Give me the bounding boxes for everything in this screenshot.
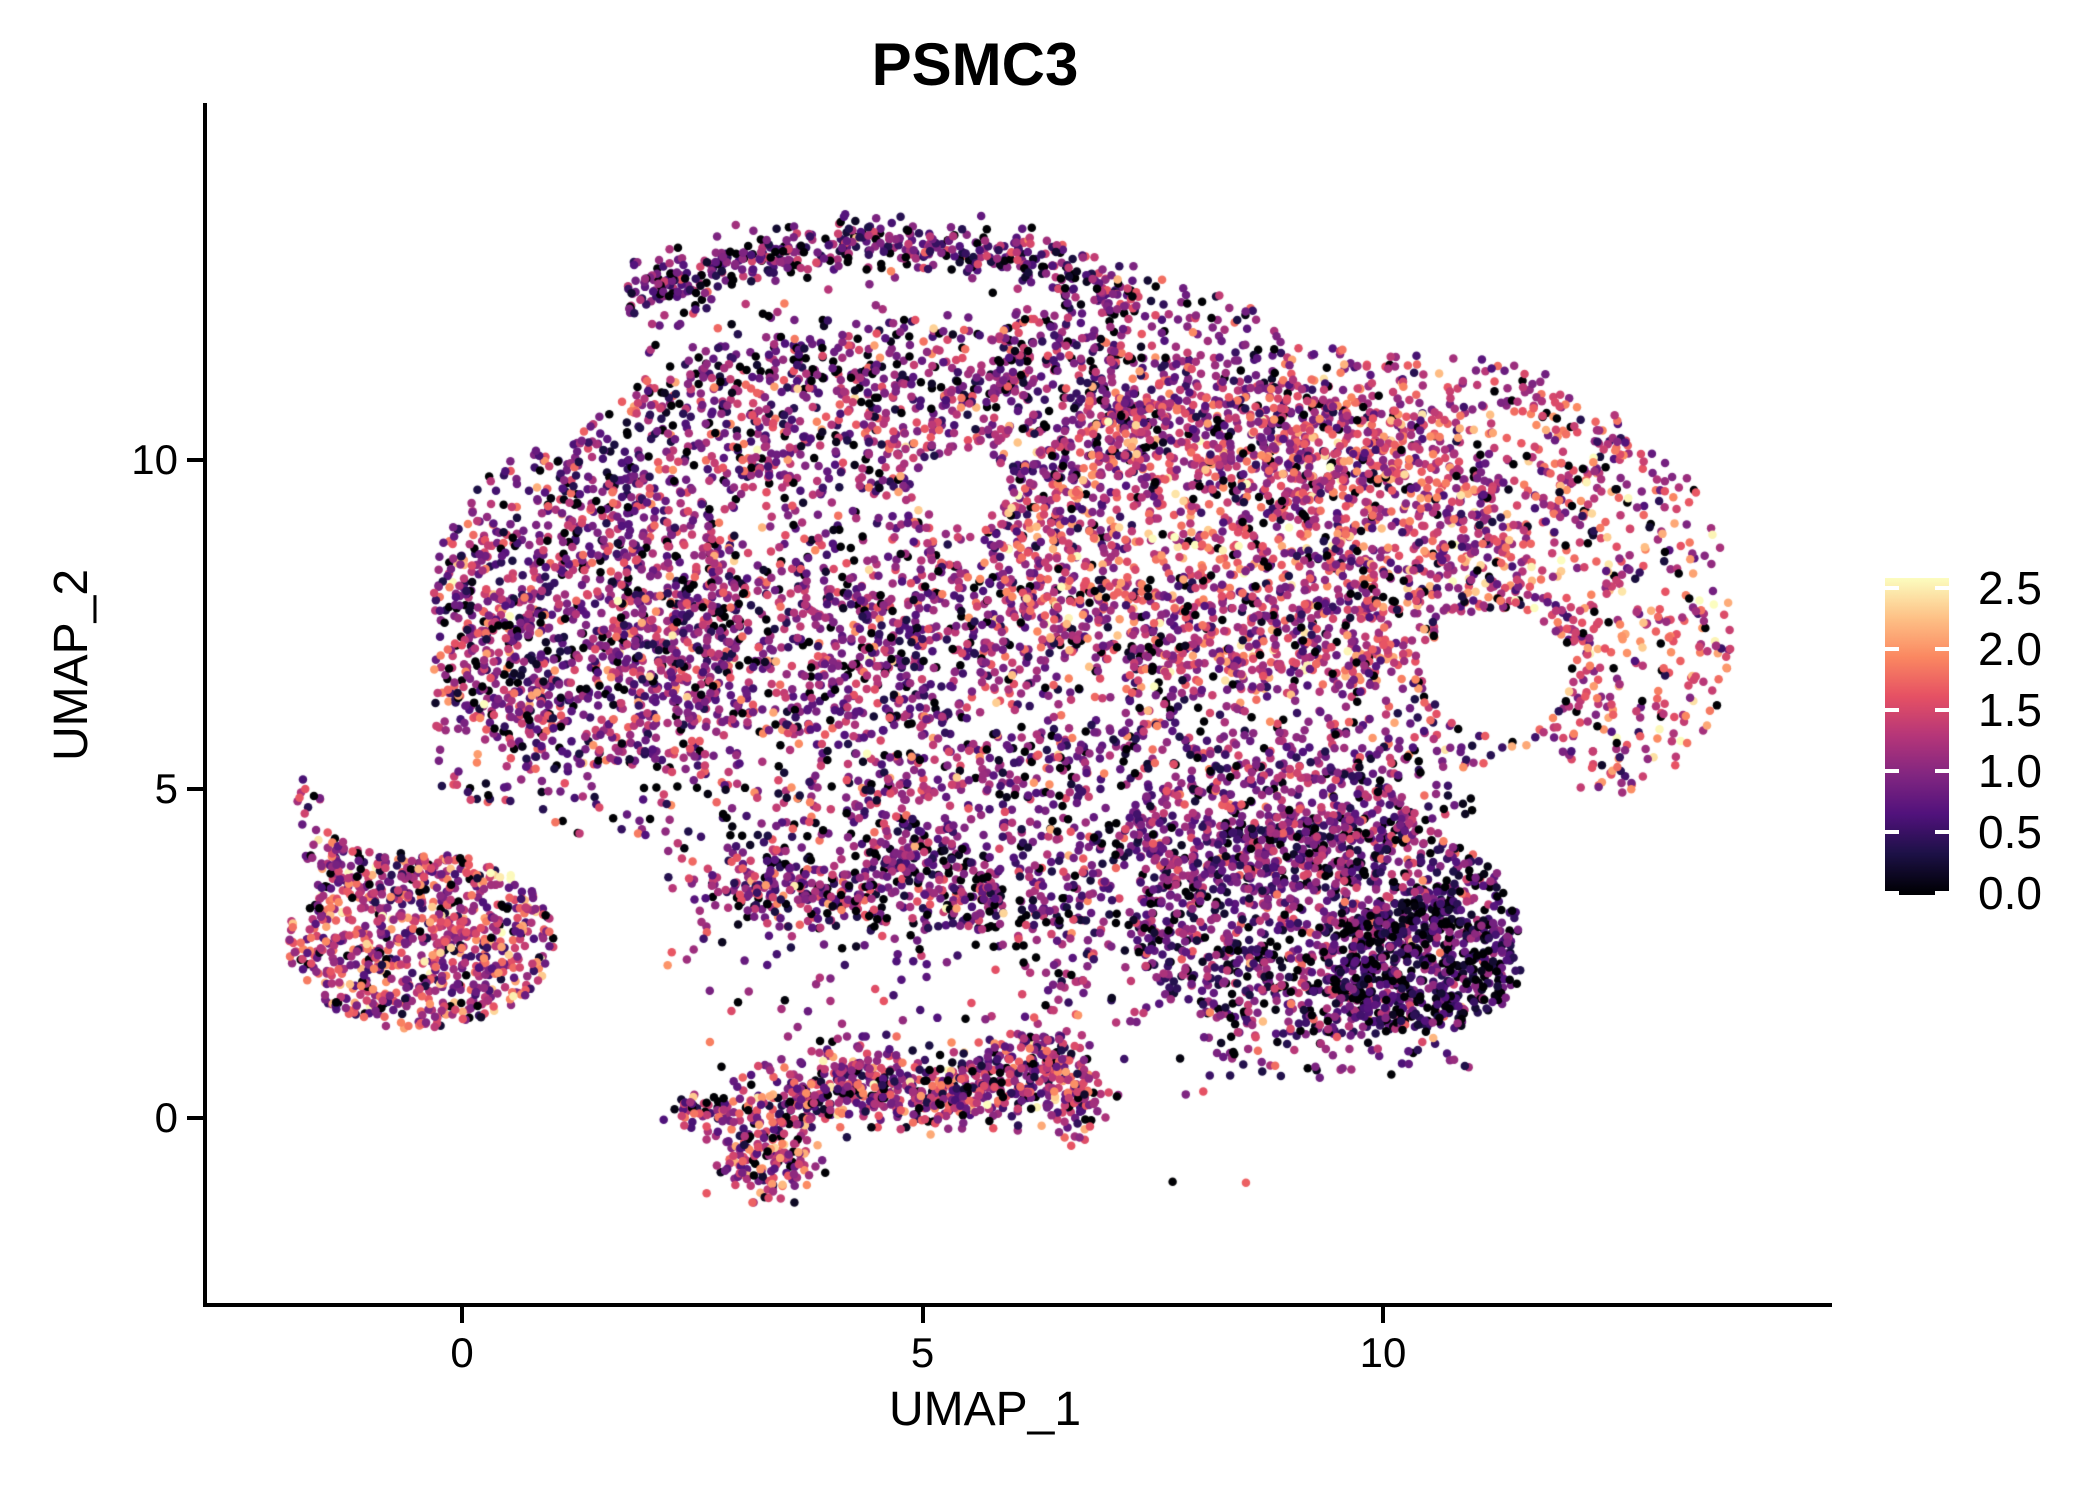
x-tick-label: 0 [450, 1329, 474, 1376]
colorbar-tick-label: 1.0 [1978, 745, 2042, 797]
colorbar-tick-mark [1885, 891, 1899, 895]
colorbar-tick-label: 0.0 [1978, 867, 2042, 919]
colorbar-tick-label: 2.5 [1978, 562, 2042, 614]
colorbar-tick-mark [1935, 891, 1949, 895]
x-tick-mark [460, 1307, 464, 1323]
y-tick-label: 0 [154, 1094, 178, 1141]
y-tick-mark [187, 1116, 203, 1120]
x-tick-mark [920, 1307, 925, 1323]
colorbar-tick-mark [1885, 830, 1899, 834]
colorbar-tick-mark [1935, 647, 1949, 651]
x-tick-mark [1381, 1307, 1385, 1323]
x-axis-title: UMAP_1 [888, 1383, 1082, 1436]
colorbar-tick-label: 2.0 [1978, 623, 2042, 675]
y-axis-line [203, 103, 207, 1307]
colorbar-tick-label: 0.5 [1978, 806, 2042, 858]
y-tick-label: 10 [131, 436, 178, 483]
colorbar-tick-mark [1885, 586, 1899, 590]
y-tick-mark [187, 787, 203, 791]
colorbar-tick-mark [1885, 647, 1899, 651]
x-axis-line [203, 1303, 1832, 1307]
colorbar-tick-mark [1935, 586, 1949, 590]
colorbar-tick-mark [1885, 708, 1899, 712]
colorbar-tick-mark [1885, 769, 1899, 773]
colorbar-tick-mark [1935, 830, 1949, 834]
colorbar-tick-mark [1935, 708, 1949, 712]
colorbar-gradient [1885, 578, 1949, 895]
y-tick-mark [187, 458, 203, 462]
y-tick-label: 5 [154, 765, 178, 812]
plot-title: PSMC3 [871, 31, 1079, 98]
x-tick-label: 5 [910, 1329, 935, 1376]
y-axis-title: UMAP_2 [45, 568, 98, 762]
colorbar-tick-label: 1.5 [1978, 684, 2042, 736]
colorbar-tick-mark [1935, 769, 1949, 773]
x-tick-label: 10 [1359, 1329, 1407, 1376]
